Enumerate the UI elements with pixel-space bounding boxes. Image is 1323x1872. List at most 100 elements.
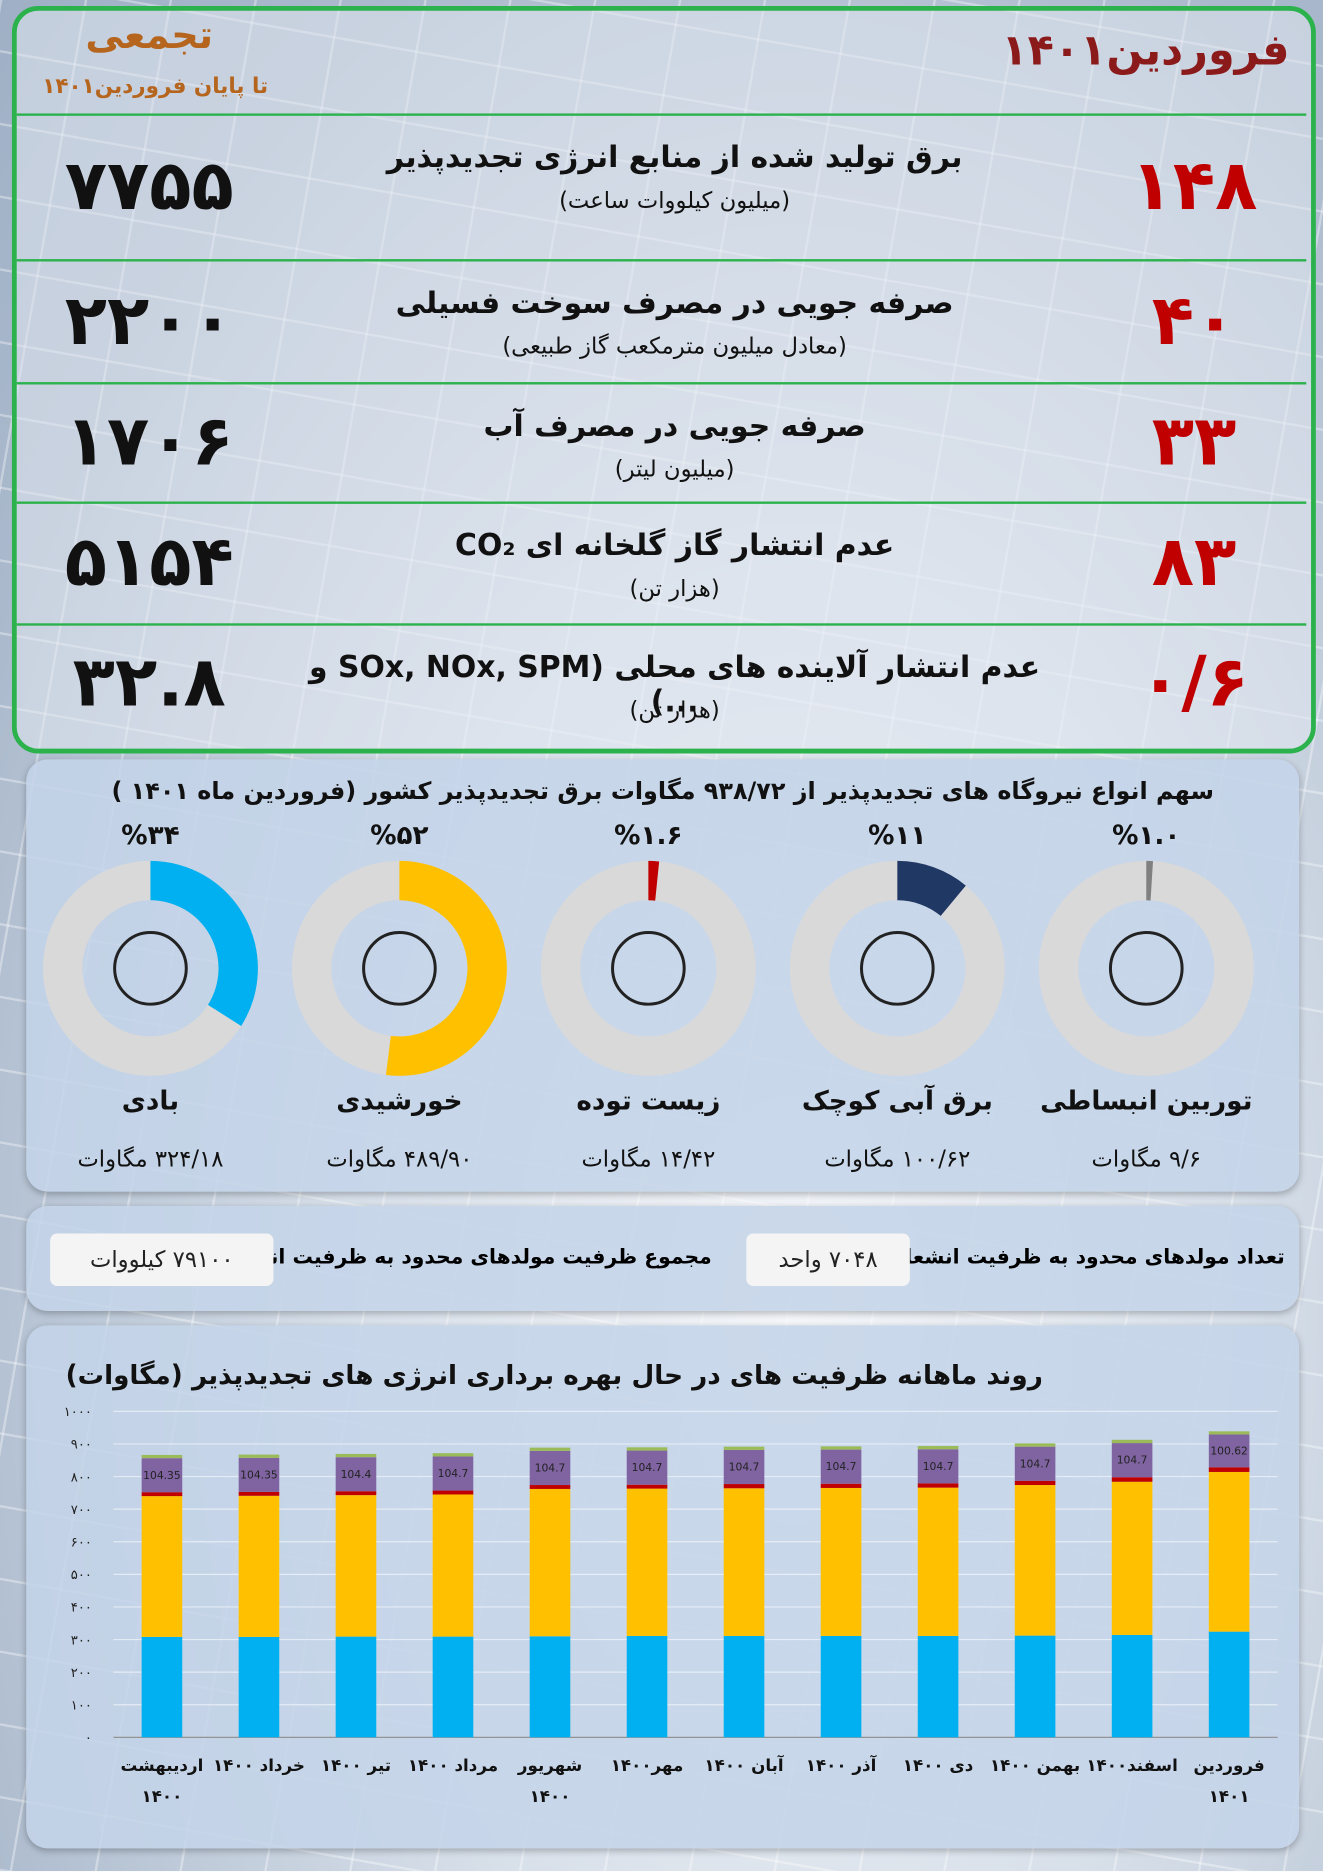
row-unit: (معادل میلیون مترمکعب گاز طبیعی) (502, 333, 847, 360)
row-unit: (میلیون لیتر) (614, 456, 735, 483)
data-label: 104.7 (923, 1460, 954, 1473)
x-tick-label: آذر ۱۴۰۰ (805, 1756, 877, 1776)
row-separator (16, 382, 1307, 385)
bar-segment (432, 1453, 474, 1457)
donut-icon (860, 931, 935, 1006)
y-tick-label: ۹۰۰ (71, 1438, 92, 1453)
donut-percent: %۵۲ (370, 821, 429, 852)
summary-panel (11, 5, 1316, 754)
month-value: ۸۳ (1151, 520, 1237, 602)
row-separator (16, 501, 1307, 504)
donut-track (540, 860, 756, 1076)
row-title: عدم انتشار آلاینده های محلی (SOx, NOx, S… (309, 649, 1041, 719)
bar-segment (529, 1488, 571, 1637)
x-tick-label: تیر ۱۴۰۰ (320, 1756, 392, 1776)
y-tick-label: ۵۰۰ (71, 1568, 92, 1583)
data-label: 104.35 (240, 1468, 278, 1481)
bar-segment (238, 1495, 280, 1637)
bar-segment (432, 1456, 474, 1491)
donut-category: برق آبی کوچک (801, 1086, 993, 1117)
donut-icon (611, 931, 686, 1006)
bar-segment (529, 1447, 571, 1451)
row-title: عدم انتشار گاز گلخانه ای CO₂ (455, 527, 895, 563)
x-tick-label: شهریور ۱۴۰۰ (517, 1756, 583, 1807)
y-tick-label: ۶۰۰ (71, 1536, 92, 1551)
data-label: 104.7 (826, 1460, 857, 1473)
x-tick-label: فروردین ۱۴۰۱ (1193, 1756, 1265, 1807)
month-value: ۳۳ (1151, 400, 1237, 482)
data-label: 104.7 (729, 1461, 760, 1474)
x-tick-label: مرداد ۱۴۰۰ (407, 1756, 499, 1776)
bar-segment (432, 1494, 474, 1637)
row-unit: (میلیون کیلووات ساعت) (559, 187, 791, 214)
cumulative-value: ۵۱۵۴ (64, 520, 234, 602)
y-tick-label: ۰ (85, 1731, 92, 1746)
bar-segment (820, 1483, 862, 1488)
bar-segment (820, 1487, 862, 1636)
bar-segment (626, 1635, 668, 1738)
donut-category: بادی (121, 1086, 180, 1117)
bar-segment (917, 1635, 959, 1738)
bar-segment (1208, 1431, 1250, 1435)
bar-title: روند ماهانه ظرفیت های در حال بهره برداری… (65, 1361, 1043, 1392)
bar-segment (1111, 1443, 1153, 1478)
x-tick-label: دی ۱۴۰۰ (902, 1756, 974, 1776)
row-title: صرفه جویی در مصرف سوخت فسیلی (395, 285, 954, 321)
donut-track (789, 860, 1005, 1076)
y-tick-label: ۱۰۰ (71, 1699, 92, 1714)
bar-segment (141, 1454, 183, 1459)
y-tick-label: ۴۰۰ (71, 1601, 92, 1616)
row-separator (16, 113, 1307, 116)
donut-slice (385, 860, 507, 1076)
x-tick-label: اردیبهشت ۱۴۰۰ (120, 1756, 204, 1807)
bar-segment (529, 1636, 571, 1738)
bar-segment (1208, 1467, 1250, 1472)
bar-segment (1014, 1446, 1056, 1481)
month-value: ۴۰ (1151, 278, 1237, 361)
x-tick-label: خرداد ۱۴۰۰ (212, 1756, 305, 1776)
bar-segment (723, 1635, 765, 1738)
donut-category: توربین انبساطی (1040, 1086, 1253, 1117)
y-tick-label: ۷۰۰ (71, 1503, 92, 1518)
cumulative-value: ۷۷۵۵ (64, 144, 234, 226)
x-tick-label: بهمن ۱۴۰۰ (989, 1756, 1081, 1776)
donut-icon (1108, 931, 1184, 1006)
bar-segment (626, 1484, 668, 1489)
donut-percent: %۱.۰ (1112, 821, 1181, 852)
bar-segment (1014, 1485, 1056, 1636)
bar-segment (335, 1457, 377, 1492)
bar-segment (1208, 1471, 1250, 1632)
bar-segment (723, 1484, 765, 1489)
donut-track (1038, 860, 1254, 1076)
bar-segment (238, 1457, 280, 1492)
month-value: ۱۴۸ (1130, 144, 1258, 226)
bar-segment (432, 1636, 474, 1738)
bar-segment (141, 1496, 183, 1637)
bar-segment (1014, 1635, 1056, 1738)
bar-segment (1208, 1631, 1250, 1738)
bar-segment (1111, 1439, 1153, 1444)
units-label: تعداد مولدهای محدود به ظرفیت انشعاب (884, 1245, 1285, 1270)
donut-slice (1146, 860, 1154, 901)
donut-category: زیست توده (576, 1086, 721, 1117)
bar-segment (335, 1491, 377, 1496)
cumulative-value: ۳۲.۸ (72, 641, 226, 723)
data-label: 104.4 (341, 1468, 372, 1481)
bar-segment (917, 1483, 959, 1488)
donut-capacity: ۳۲۴/۱۸ مگاوات (77, 1146, 224, 1173)
y-tick-label: ۲۰۰ (71, 1666, 92, 1681)
bar-segment (432, 1490, 474, 1495)
cumulative-title: تجمعی (85, 11, 214, 58)
y-tick-label: ۱۰۰۰ (64, 1405, 92, 1420)
data-label: 104.7 (1020, 1457, 1051, 1470)
y-tick-label: ۸۰۰ (71, 1470, 92, 1485)
row-title: صرفه جویی در مصرف آب (483, 408, 866, 443)
bar-segment (1014, 1480, 1056, 1486)
bar-segment (723, 1449, 765, 1485)
bar-segment (335, 1495, 377, 1637)
x-tick-label: مهر۱۴۰۰ (610, 1756, 684, 1776)
bar-segment (1014, 1443, 1056, 1447)
bar-segment (626, 1447, 668, 1451)
